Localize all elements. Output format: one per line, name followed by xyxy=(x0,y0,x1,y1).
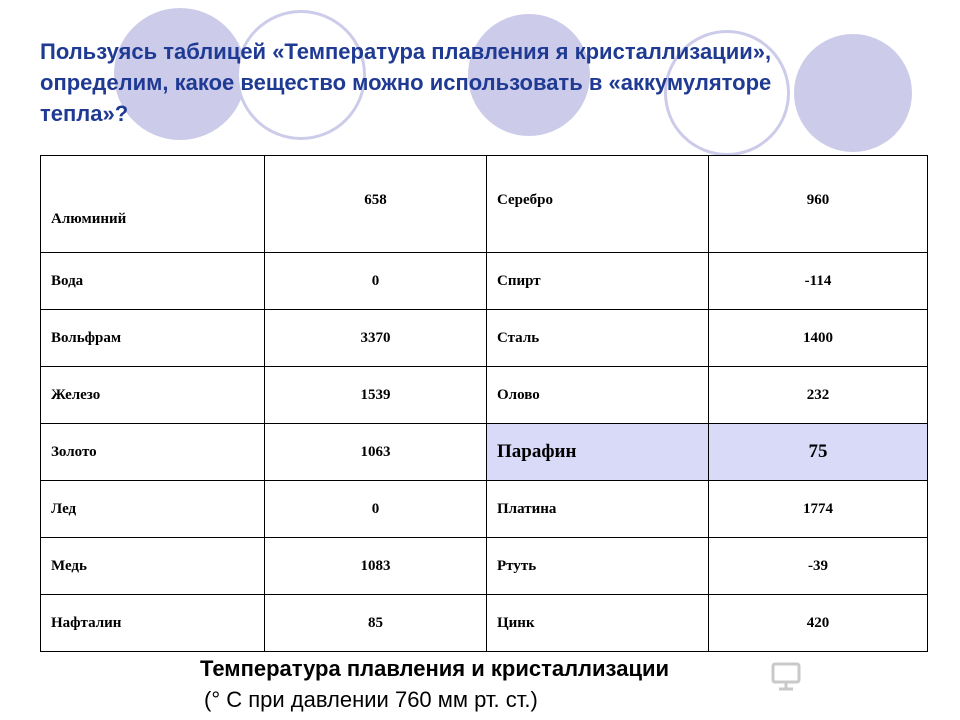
decorative-circle xyxy=(794,34,912,152)
substance-name: Вольфрам xyxy=(40,309,265,367)
table-row: Лед 0 Платина 1774 xyxy=(40,480,928,538)
substance-name: Алюминий xyxy=(40,155,265,253)
table-row: Железо 1539 Олово 232 xyxy=(40,366,928,424)
melting-temperature: 1774 xyxy=(708,480,928,538)
substance-name: Медь xyxy=(40,537,265,595)
highlighted-substance-name: Парафин xyxy=(486,423,709,481)
melting-temperature: 0 xyxy=(264,480,487,538)
melting-temperature: 1083 xyxy=(264,537,487,595)
melting-temperature: -39 xyxy=(708,537,928,595)
watermark-logo xyxy=(770,656,806,696)
table-caption-units: (° С при давлении 760 мм рт. ст.) xyxy=(204,687,538,712)
melting-temperature: 1400 xyxy=(708,309,928,367)
melting-temperature: 960 xyxy=(708,155,928,253)
substance-name: Олово xyxy=(486,366,709,424)
decorative-circle xyxy=(114,8,246,140)
substance-name: Лед xyxy=(40,480,265,538)
melting-temperature: 0 xyxy=(264,252,487,310)
substance-name: Платина xyxy=(486,480,709,538)
highlighted-melting-temperature: 75 xyxy=(708,423,928,481)
substance-name: Железо xyxy=(40,366,265,424)
table-row: Медь 1083 Ртуть -39 xyxy=(40,537,928,595)
melting-temperature: 658 xyxy=(264,155,487,253)
substance-name: Золото xyxy=(40,423,265,481)
melting-temperature: 232 xyxy=(708,366,928,424)
table-row: Вольфрам 3370 Сталь 1400 xyxy=(40,309,928,367)
decorative-circle xyxy=(468,14,590,136)
table-row-highlighted: Золото 1063 Парафин 75 xyxy=(40,423,928,481)
table-row: Алюминий 658 Серебро 960 xyxy=(40,155,928,253)
slide-title: Пользуясь таблицей «Температура плавлени… xyxy=(40,39,772,126)
table-row: Вода 0 Спирт -114 xyxy=(40,252,928,310)
melting-temperature: -114 xyxy=(708,252,928,310)
substance-name: Спирт xyxy=(486,252,709,310)
table-caption: Температура плавления и кристаллизации xyxy=(200,656,670,681)
table-row: Нафталин 85 Цинк 420 xyxy=(40,594,928,652)
melting-temperature: 1539 xyxy=(264,366,487,424)
substance-name: Серебро xyxy=(486,155,709,253)
substance-name: Вода xyxy=(40,252,265,310)
melting-temperature: 420 xyxy=(708,594,928,652)
decorative-circle-outline xyxy=(664,30,790,156)
melting-temperature-table: Алюминий 658 Серебро 960 Вода 0 Спирт -1… xyxy=(40,155,928,652)
substance-name: Ртуть xyxy=(486,537,709,595)
melting-temperature: 85 xyxy=(264,594,487,652)
substance-name: Цинк xyxy=(486,594,709,652)
decorative-circle-outline xyxy=(236,10,366,140)
substance-name: Сталь xyxy=(486,309,709,367)
presentation-screen-icon xyxy=(771,662,801,691)
melting-temperature: 1063 xyxy=(264,423,487,481)
substance-name: Нафталин xyxy=(40,594,265,652)
melting-temperature: 3370 xyxy=(264,309,487,367)
